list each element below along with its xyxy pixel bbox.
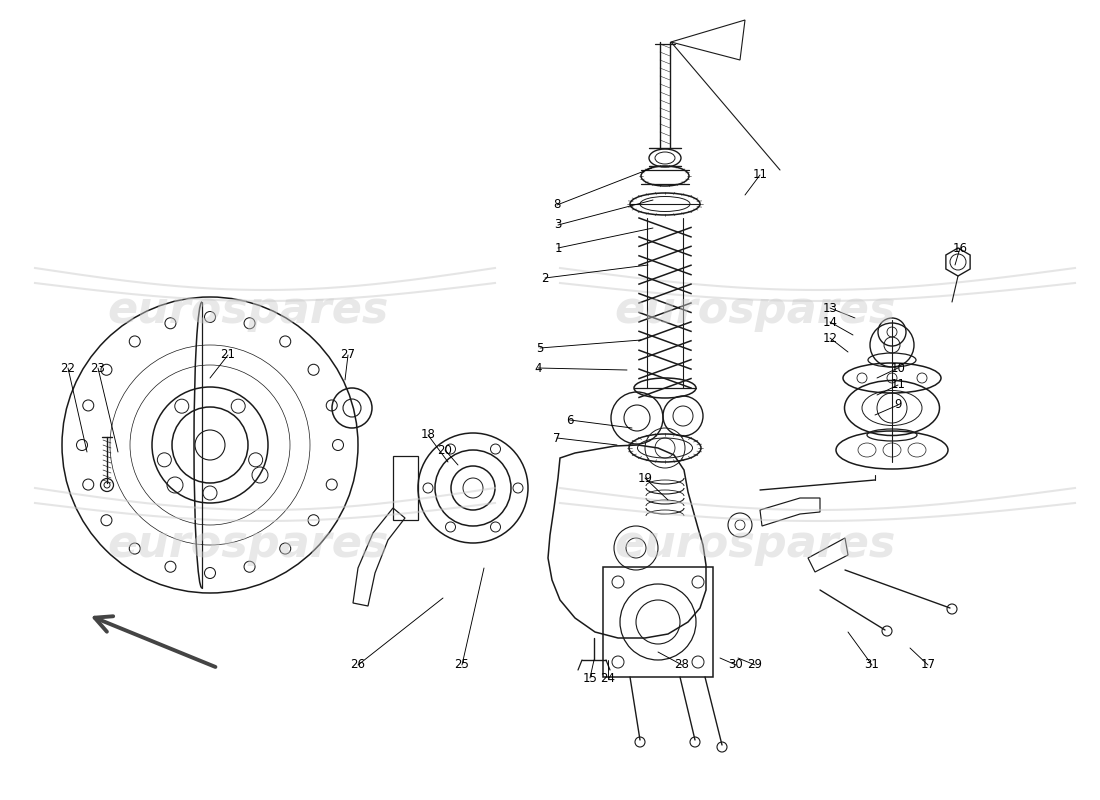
Text: 14: 14 [823, 315, 837, 329]
Text: 16: 16 [953, 242, 968, 254]
Text: 23: 23 [90, 362, 106, 374]
Text: 21: 21 [220, 349, 235, 362]
Text: 19: 19 [638, 471, 652, 485]
Text: 25: 25 [454, 658, 470, 671]
Text: 13: 13 [823, 302, 837, 314]
Text: 26: 26 [351, 658, 365, 671]
Text: 20: 20 [438, 443, 452, 457]
Text: 9: 9 [894, 398, 902, 411]
Text: 28: 28 [674, 658, 690, 671]
Text: 2: 2 [541, 271, 549, 285]
Text: 8: 8 [553, 198, 561, 211]
Text: 29: 29 [748, 658, 762, 671]
Text: 6: 6 [566, 414, 574, 426]
Text: 18: 18 [420, 429, 436, 442]
Text: 22: 22 [60, 362, 76, 374]
Text: 5: 5 [537, 342, 543, 354]
Text: 7: 7 [553, 431, 561, 445]
Text: 24: 24 [601, 671, 616, 685]
Polygon shape [671, 20, 745, 60]
Text: eurospares: eurospares [108, 523, 388, 566]
Text: 11: 11 [891, 378, 905, 391]
Text: eurospares: eurospares [614, 289, 895, 331]
Text: 1: 1 [554, 242, 562, 254]
Text: 4: 4 [535, 362, 541, 374]
Text: 31: 31 [865, 658, 879, 671]
Text: eurospares: eurospares [614, 523, 895, 566]
Text: 17: 17 [921, 658, 935, 671]
Text: 15: 15 [583, 671, 597, 685]
Text: 12: 12 [823, 331, 837, 345]
Text: 27: 27 [341, 349, 355, 362]
Text: 3: 3 [554, 218, 562, 231]
Text: 30: 30 [728, 658, 744, 671]
Text: 10: 10 [891, 362, 905, 374]
Text: 11: 11 [752, 169, 768, 182]
Text: eurospares: eurospares [108, 289, 388, 331]
